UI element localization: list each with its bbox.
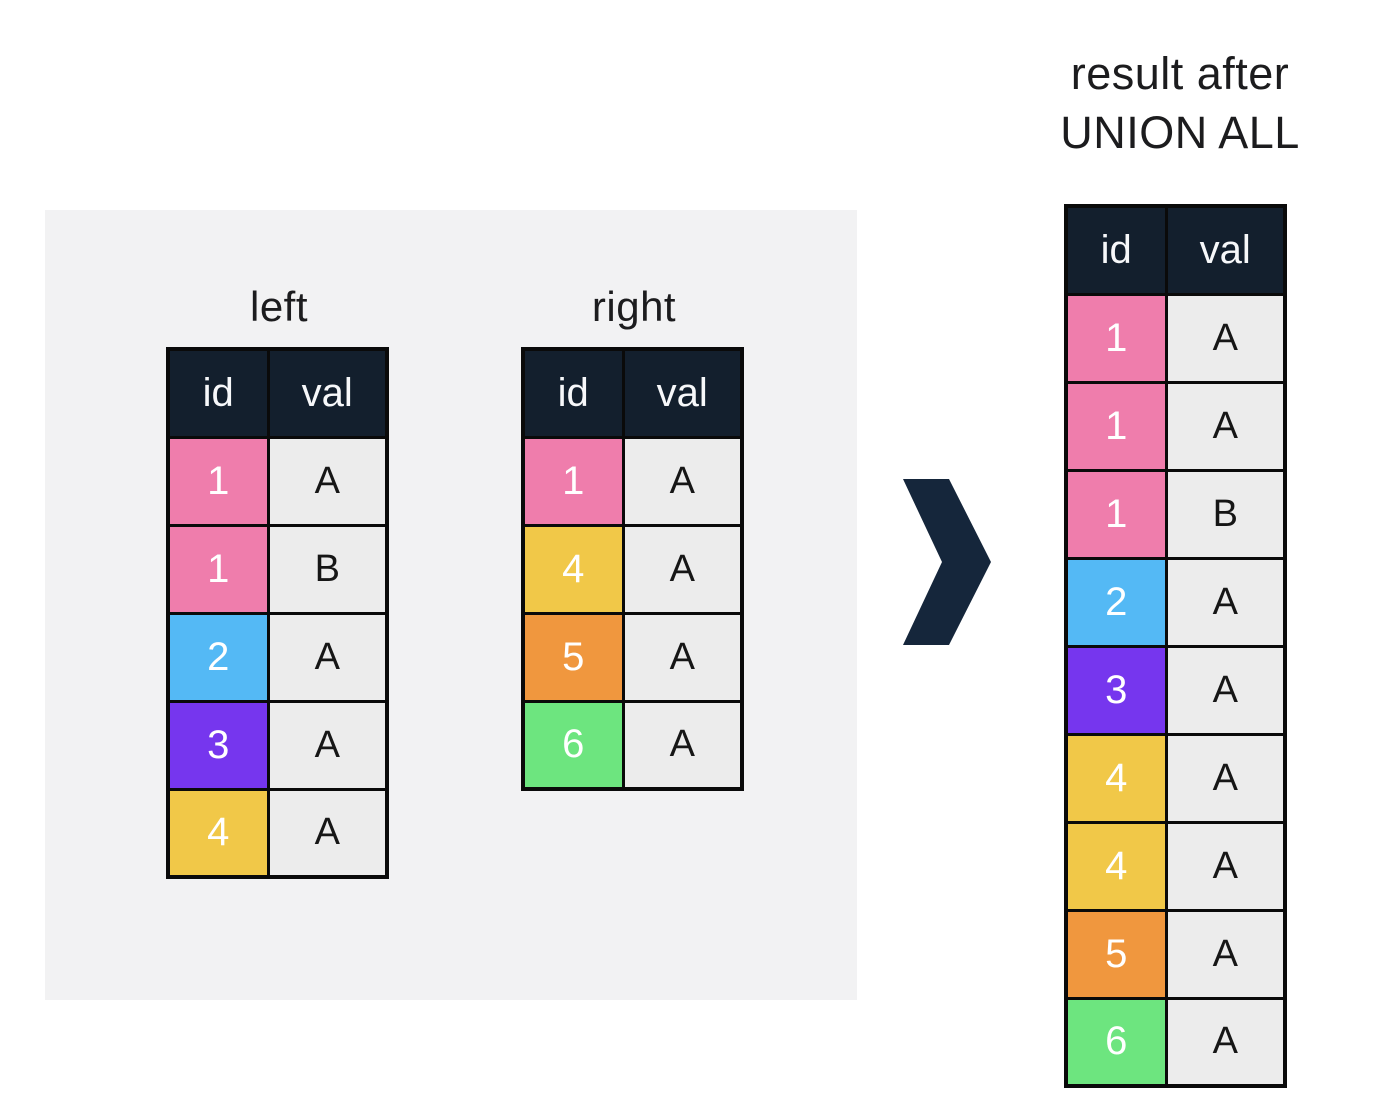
table-row: 6 A <box>521 699 744 791</box>
id-cell: 3 <box>1064 644 1168 736</box>
table-row: 5 A <box>1064 908 1287 1000</box>
val-cell: A <box>1164 732 1287 824</box>
id-cell: 1 <box>166 523 270 615</box>
left-table-group: left id val 1 A 1 B 2 A 3 A 4 <box>166 283 392 879</box>
val-cell: A <box>266 787 389 879</box>
header-cell-id: id <box>521 347 625 439</box>
id-cell: 4 <box>1064 820 1168 912</box>
val-cell: A <box>1164 644 1287 736</box>
val-cell: A <box>1164 556 1287 648</box>
table-row: 4 A <box>521 523 744 615</box>
header-cell-id: id <box>1064 204 1168 296</box>
id-cell: 2 <box>1064 556 1168 648</box>
result-table: id val 1 A 1 A 1 B 2 A 3 A <box>1064 204 1287 1088</box>
header-cell-val: val <box>1164 204 1287 296</box>
table-row: 1 A <box>521 435 744 527</box>
header-cell-id: id <box>166 347 270 439</box>
table-row: 4 A <box>166 787 389 879</box>
id-cell: 3 <box>166 699 270 791</box>
result-title: result after UNION ALL <box>1000 44 1360 163</box>
header-cell-val: val <box>266 347 389 439</box>
val-cell: A <box>621 523 744 615</box>
left-table-title: left <box>249 283 309 330</box>
val-cell: A <box>621 611 744 703</box>
table-row: 1 B <box>166 523 389 615</box>
val-cell: A <box>266 435 389 527</box>
result-title-line1: result after <box>1070 48 1290 99</box>
header-row: id val <box>166 347 389 439</box>
val-cell: A <box>1164 996 1287 1088</box>
id-cell: 4 <box>521 523 625 615</box>
val-cell: A <box>1164 380 1287 472</box>
result-table-group: id val 1 A 1 A 1 B 2 A 3 A <box>1064 204 1287 1088</box>
table-row: 5 A <box>521 611 744 703</box>
id-cell: 2 <box>166 611 270 703</box>
val-cell: A <box>1164 908 1287 1000</box>
id-cell: 1 <box>1064 292 1168 384</box>
table-row: 2 A <box>166 611 389 703</box>
val-cell: A <box>621 435 744 527</box>
id-cell: 1 <box>1064 380 1168 472</box>
val-cell: A <box>1164 820 1287 912</box>
header-row: id val <box>1064 204 1287 296</box>
table-row: 1 A <box>1064 380 1287 472</box>
val-cell: A <box>1164 292 1287 384</box>
chevron-right-icon <box>903 479 991 645</box>
right-table-group: right id val 1 A 4 A 5 A 6 A <box>521 283 747 791</box>
left-table: id val 1 A 1 B 2 A 3 A 4 A <box>166 347 389 879</box>
table-row: 3 A <box>166 699 389 791</box>
table-row: 1 A <box>166 435 389 527</box>
id-cell: 6 <box>521 699 625 791</box>
id-cell: 1 <box>1064 468 1168 560</box>
table-row: 2 A <box>1064 556 1287 648</box>
id-cell: 4 <box>166 787 270 879</box>
table-row: 1 A <box>1064 292 1287 384</box>
val-cell: A <box>266 699 389 791</box>
id-cell: 6 <box>1064 996 1168 1088</box>
result-title-line2: UNION ALL <box>1060 107 1300 159</box>
val-cell: B <box>266 523 389 615</box>
table-row: 6 A <box>1064 996 1287 1088</box>
id-cell: 4 <box>1064 732 1168 824</box>
header-cell-val: val <box>621 347 744 439</box>
right-table-title: right <box>591 283 677 330</box>
table-row: 1 B <box>1064 468 1287 560</box>
id-cell: 1 <box>166 435 270 527</box>
id-cell: 5 <box>521 611 625 703</box>
table-row: 4 A <box>1064 732 1287 824</box>
right-table: id val 1 A 4 A 5 A 6 A <box>521 347 744 791</box>
val-cell: A <box>621 699 744 791</box>
table-row: 3 A <box>1064 644 1287 736</box>
table-row: 4 A <box>1064 820 1287 912</box>
val-cell: A <box>266 611 389 703</box>
id-cell: 5 <box>1064 908 1168 1000</box>
val-cell: B <box>1164 468 1287 560</box>
header-row: id val <box>521 347 744 439</box>
id-cell: 1 <box>521 435 625 527</box>
